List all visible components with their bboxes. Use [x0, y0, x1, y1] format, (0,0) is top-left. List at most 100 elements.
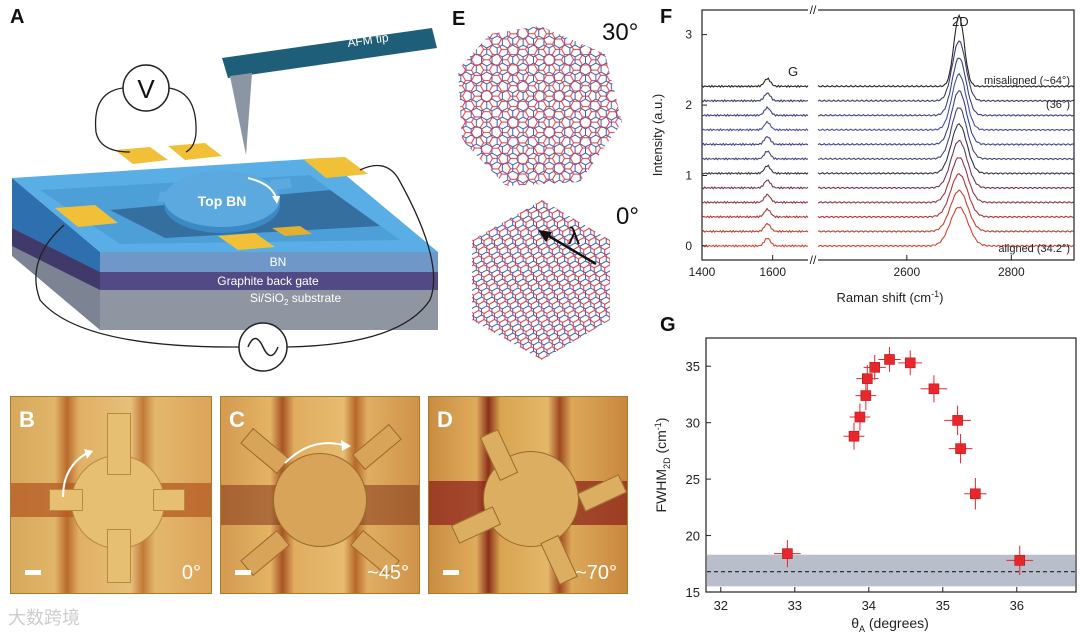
raman-spectrum-right [817, 173, 1074, 219]
fwhm-marker [970, 488, 981, 500]
fwhm-data-point [856, 365, 879, 393]
raman-spectrum-left [701, 105, 809, 118]
fwhm-marker [952, 415, 963, 426]
top-lattice-angle: 30° [602, 19, 638, 46]
fwhm-marker [1014, 555, 1026, 566]
substrate-label: Si/SiO2 substrate [250, 291, 341, 307]
raman-x-tick-label: 1600 [759, 265, 786, 279]
36deg-annotation: (36°) [1046, 99, 1070, 111]
fwhm-x-tick-label: 32 [714, 598, 728, 613]
raman-x-tick-label: 1400 [689, 265, 716, 279]
raman-y-tick-label: 0 [685, 239, 692, 253]
fwhm-marker [869, 362, 881, 373]
raman-spectrum-right [817, 122, 1074, 175]
afm-image-b: B 0° [10, 396, 212, 594]
fwhm-data-point [878, 347, 901, 372]
panel-c-letter: C [229, 407, 245, 432]
raman-spectrum-left [701, 193, 809, 205]
raman-x-tick-label: 2600 [893, 265, 920, 279]
fwhm-data-point [843, 422, 865, 450]
afm-image-d: D ~70° [428, 396, 628, 594]
axis-break-gap [808, 8, 818, 263]
fwhm-data-point [944, 405, 971, 436]
raman-spectra-chart: // // 1400 1600 2600 2800 0 1 2 3 G 2D misalign… [650, 3, 1075, 305]
voltmeter-label: V [137, 74, 155, 104]
fwhm-marker [782, 548, 793, 559]
fwhm-y-tick-label: 20 [686, 529, 700, 544]
raman-plot-frame [701, 9, 1075, 261]
aligned-annotation: aligned (34.2°) [998, 243, 1070, 255]
fwhm-scatter-chart: 32 33 34 35 36 15 20 25 30 35 FWHM2D (cm-1) θA (d… [653, 337, 1077, 634]
moire-wavelength-arrow [541, 230, 597, 266]
fwhm-y-tick-label: 35 [686, 359, 700, 374]
fwhm-marker [955, 443, 966, 454]
raman-spectrum-right [817, 89, 1074, 146]
moire-lattice-diagram: 30° 0° λ [458, 19, 639, 360]
fwhm-x-axis-label: θA (degrees) [851, 615, 929, 634]
fwhm-data-point [855, 380, 877, 411]
raman-spectrum-right [817, 107, 1074, 161]
fwhm-x-tick-label: 35 [936, 598, 950, 613]
watermark: 大数跨境 [8, 608, 80, 629]
scale-bar-b [25, 570, 41, 575]
fwhm-x-tick-label: 34 [862, 598, 876, 613]
raman-x-tick-label: 2800 [998, 265, 1025, 279]
panel-f-letter: F [660, 6, 673, 28]
graphite-layer-label: Graphite back gate [217, 274, 319, 288]
raman-spectrum-left [701, 164, 809, 176]
misaligned-annotation: misaligned (~64°) [984, 75, 1070, 87]
fwhm-data-point [774, 540, 801, 568]
raman-spectrum-right [817, 139, 1074, 190]
raman-x-axis-label: Raman shift (cm-1) [837, 289, 944, 305]
raman-spectrum-left [701, 92, 809, 103]
panel-b-angle: 0° [181, 562, 201, 584]
raman-spectrum-left [701, 207, 809, 219]
lambda-label: λ [568, 223, 580, 250]
panel-g-letter: G [660, 314, 676, 336]
axis-break-bottom: // [810, 253, 817, 267]
fwhm-data-point [849, 403, 871, 431]
raman-y-tick-label: 2 [685, 98, 692, 112]
raman-spectrum-left [701, 77, 809, 89]
raman-spectrum-left [701, 150, 809, 161]
fwhm-marker [848, 430, 860, 442]
fwhm-x-tick-label: 36 [1010, 598, 1024, 613]
fwhm-data-point [898, 350, 923, 376]
scale-bar-d [443, 570, 459, 575]
panel-b-letter: B [19, 407, 35, 432]
fwhm-y-tick-label: 30 [686, 416, 700, 431]
fwhm-data-point [964, 477, 987, 510]
g-peak-label: G [788, 64, 798, 79]
panel-d-angle: ~70° [575, 562, 617, 584]
axis-break-top: // [810, 3, 817, 17]
fwhm-marker [854, 411, 866, 423]
fwhm-marker [904, 357, 916, 369]
bn-layer-label: BN [270, 255, 287, 269]
device-schematic: Top BN AFM tip V BN Graphite back gate S… [12, 28, 438, 372]
raman-spectrum-right [817, 72, 1074, 132]
panel-d-letter: D [437, 407, 453, 432]
raman-spectrum-left [701, 135, 809, 147]
raman-y-tick-label: 3 [685, 28, 692, 42]
afm-image-c: C ~45° [220, 396, 420, 594]
panel-c-angle: ~45° [367, 562, 409, 584]
fwhm-marker [884, 354, 895, 365]
fwhm-data-point [948, 433, 973, 464]
raman-spectrum-right [817, 13, 1074, 88]
fwhm-x-tick-label: 33 [788, 598, 802, 613]
top-bn-label: Top BN [198, 193, 247, 209]
raman-y-tick-label: 1 [685, 168, 692, 182]
bottom-lattice-angle: 0° [616, 203, 639, 230]
fwhm-y-axis-label: FWHM2D (cm-1) [653, 418, 672, 513]
2d-peak-label: 2D [952, 14, 969, 29]
fwhm-y-tick-label: 25 [686, 472, 700, 487]
scale-bar-c [235, 570, 251, 575]
raman-spectrum-right [817, 206, 1074, 248]
fwhm-data-point [863, 354, 886, 380]
raman-spectrum-left [701, 222, 809, 234]
raman-spectrum-right [817, 40, 1074, 103]
panel-a-letter: A [10, 6, 25, 28]
raman-spectrum-right [817, 157, 1074, 204]
fwhm-data-point [920, 375, 948, 403]
raman-y-axis-label: Intensity (a.u.) [650, 94, 665, 176]
